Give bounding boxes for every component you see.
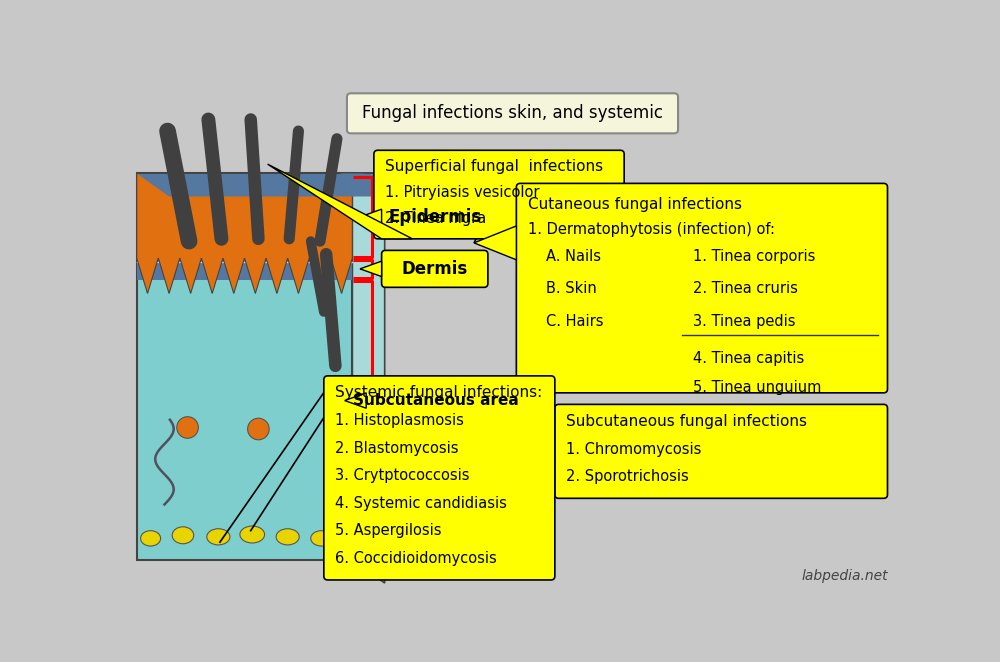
Text: Superficial fungal  infections: Superficial fungal infections	[385, 159, 604, 174]
Polygon shape	[137, 173, 385, 197]
Text: Subcutaneous fungal infections: Subcutaneous fungal infections	[566, 414, 807, 429]
Text: 1. Tinea corporis: 1. Tinea corporis	[693, 249, 816, 264]
FancyBboxPatch shape	[374, 150, 624, 239]
Ellipse shape	[141, 531, 161, 546]
Polygon shape	[360, 261, 382, 277]
FancyBboxPatch shape	[366, 382, 505, 419]
Polygon shape	[345, 393, 366, 408]
Text: 2. Tinea nigra: 2. Tinea nigra	[385, 211, 487, 226]
Polygon shape	[341, 173, 385, 193]
Text: Systemic fungal infections:: Systemic fungal infections:	[335, 385, 543, 401]
Circle shape	[248, 418, 269, 440]
Text: B. Skin: B. Skin	[546, 281, 596, 297]
Polygon shape	[360, 209, 382, 224]
Text: 3. Crytptococcosis: 3. Crytptococcosis	[335, 468, 470, 483]
Text: 4. Tinea capitis: 4. Tinea capitis	[693, 351, 805, 365]
Ellipse shape	[311, 531, 332, 546]
Text: 1. Dermatophytosis (infection) of:: 1. Dermatophytosis (infection) of:	[528, 222, 775, 237]
Ellipse shape	[207, 529, 230, 545]
Text: 6. Coccidioidomycosis: 6. Coccidioidomycosis	[335, 551, 497, 566]
FancyBboxPatch shape	[382, 250, 488, 287]
FancyBboxPatch shape	[516, 183, 887, 393]
Ellipse shape	[172, 527, 194, 544]
FancyBboxPatch shape	[382, 199, 488, 236]
Polygon shape	[352, 173, 385, 583]
Text: A. Nails: A. Nails	[546, 249, 601, 264]
Text: labpedia.net: labpedia.net	[802, 569, 888, 583]
Text: 1. Pitryiasis vesicolor: 1. Pitryiasis vesicolor	[385, 185, 540, 200]
Bar	[137, 258, 352, 279]
Ellipse shape	[276, 529, 299, 545]
Circle shape	[177, 416, 198, 438]
FancyBboxPatch shape	[324, 376, 555, 580]
Ellipse shape	[240, 526, 265, 543]
Text: 2. Blastomycosis: 2. Blastomycosis	[335, 441, 459, 455]
Polygon shape	[474, 226, 516, 260]
Text: 2. Sporotrichosis: 2. Sporotrichosis	[566, 469, 689, 485]
Text: C. Hairs: C. Hairs	[546, 314, 603, 329]
Text: Subcutaneous area: Subcutaneous area	[353, 393, 518, 408]
FancyBboxPatch shape	[555, 404, 887, 498]
Text: Dermis: Dermis	[402, 260, 468, 278]
Text: 1. Histoplasmosis: 1. Histoplasmosis	[335, 413, 464, 428]
Text: 1. Chromomycosis: 1. Chromomycosis	[566, 442, 702, 457]
Polygon shape	[137, 173, 385, 197]
FancyBboxPatch shape	[347, 93, 678, 133]
Polygon shape	[268, 164, 412, 239]
Text: Fungal infections skin, and systemic: Fungal infections skin, and systemic	[362, 105, 663, 122]
Ellipse shape	[340, 534, 354, 546]
Text: 5. Tinea unguium: 5. Tinea unguium	[693, 380, 822, 395]
Text: 4. Systemic candidiasis: 4. Systemic candidiasis	[335, 496, 507, 511]
Bar	[137, 173, 352, 258]
Text: Epidermis: Epidermis	[388, 208, 481, 226]
Text: 5. Aspergilosis: 5. Aspergilosis	[335, 524, 442, 538]
Polygon shape	[137, 173, 352, 293]
Text: 3. Tinea pedis: 3. Tinea pedis	[693, 314, 796, 329]
Text: Cutaneous fungal infections: Cutaneous fungal infections	[528, 197, 742, 213]
Text: 2. Tinea cruris: 2. Tinea cruris	[693, 281, 798, 297]
Bar	[137, 173, 352, 560]
